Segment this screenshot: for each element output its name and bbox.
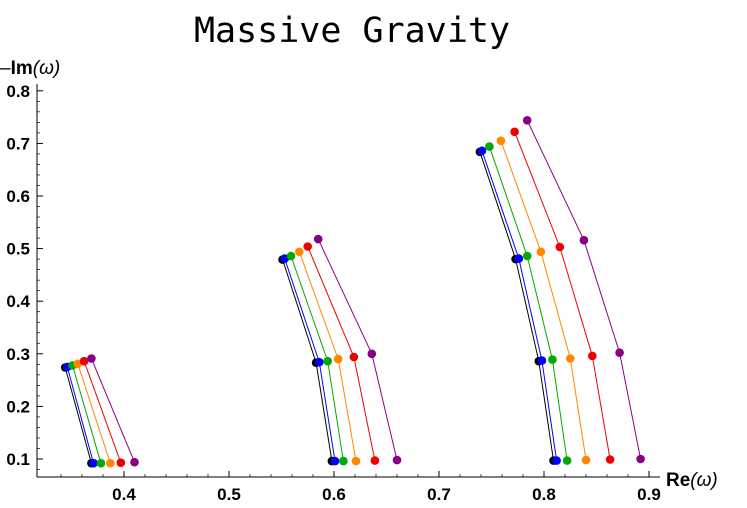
series-line xyxy=(298,251,357,462)
series-5 xyxy=(87,116,645,467)
data-point xyxy=(116,458,126,468)
data-point xyxy=(286,251,296,261)
data-point xyxy=(333,354,343,364)
data-point xyxy=(562,456,572,465)
data-point xyxy=(588,351,597,361)
x-tick-label: 0.9 xyxy=(637,485,661,504)
data-point xyxy=(615,348,624,358)
chart-title: Massive Gravity xyxy=(194,11,510,51)
data-point xyxy=(555,242,565,252)
data-point xyxy=(581,455,591,465)
data-point xyxy=(548,355,557,364)
x-tick-label: 0.8 xyxy=(532,485,556,504)
series-line xyxy=(77,363,111,464)
data-point xyxy=(370,456,380,465)
data-point xyxy=(295,247,304,257)
data-point xyxy=(303,242,313,251)
x-tick-label: 0.5 xyxy=(217,485,241,504)
series-line xyxy=(526,120,642,460)
data-point xyxy=(566,354,575,363)
y-tick-label: 0.7 xyxy=(6,134,30,153)
series-line xyxy=(307,246,376,461)
x-tick-label: 0.4 xyxy=(112,485,136,504)
data-point xyxy=(323,356,333,366)
data-point xyxy=(351,456,361,466)
data-point xyxy=(106,458,115,468)
x-ticks: 0.4 0.5 0.6 0.7 0.8 0.9 xyxy=(60,471,661,504)
series-2 xyxy=(68,142,572,468)
data-point xyxy=(130,457,139,467)
data-point xyxy=(96,458,106,468)
series-line xyxy=(72,365,102,464)
data-point xyxy=(349,352,359,362)
data-point xyxy=(552,456,561,465)
series-line xyxy=(83,361,122,463)
data-point xyxy=(392,455,402,465)
data-point xyxy=(496,136,506,146)
series-line xyxy=(481,150,558,461)
y-tick-label: 0.5 xyxy=(6,240,30,259)
y-ticks: 0.1 0.2 0.3 0.4 0.5 0.6 0.7 0.8 xyxy=(6,82,43,470)
data-point xyxy=(537,356,547,365)
data-point xyxy=(89,458,98,468)
series-line xyxy=(66,366,94,464)
data-point xyxy=(315,357,324,367)
series-1 xyxy=(63,146,561,468)
series-4 xyxy=(79,127,615,468)
series-line xyxy=(90,358,135,463)
series-line xyxy=(64,367,92,464)
series-line xyxy=(479,151,554,461)
data-point xyxy=(579,235,589,245)
data-point xyxy=(514,254,524,263)
data-point xyxy=(605,455,615,464)
series-line xyxy=(514,131,611,460)
x-tick-label: 0.7 xyxy=(427,485,451,504)
y-tick-label: 0.3 xyxy=(6,345,30,364)
y-tick-label: 0.1 xyxy=(6,450,30,469)
series-3 xyxy=(73,136,591,468)
data-point xyxy=(79,356,89,366)
data-point xyxy=(367,349,377,359)
series-line xyxy=(488,146,568,461)
y-tick-label: 0.6 xyxy=(6,187,30,206)
y-tick-label: 0.8 xyxy=(6,82,30,101)
data-point xyxy=(339,456,348,466)
data-point xyxy=(536,247,546,257)
data-point xyxy=(87,354,96,363)
x-axis-label: Re(ω) xyxy=(666,470,718,491)
y-tick-label: 0.4 xyxy=(6,292,30,311)
data-point xyxy=(313,234,323,244)
y-axis-label: –Im(ω) xyxy=(0,58,60,79)
data-point xyxy=(636,454,645,464)
data-point xyxy=(477,146,487,156)
data-point xyxy=(522,251,532,261)
data-point xyxy=(485,142,494,151)
plot-area xyxy=(60,116,645,468)
data-point xyxy=(510,127,519,137)
series-line xyxy=(500,140,587,461)
x-tick-label: 0.6 xyxy=(322,485,346,504)
data-point xyxy=(330,456,340,466)
data-point xyxy=(522,116,532,125)
y-tick-label: 0.2 xyxy=(6,397,30,416)
